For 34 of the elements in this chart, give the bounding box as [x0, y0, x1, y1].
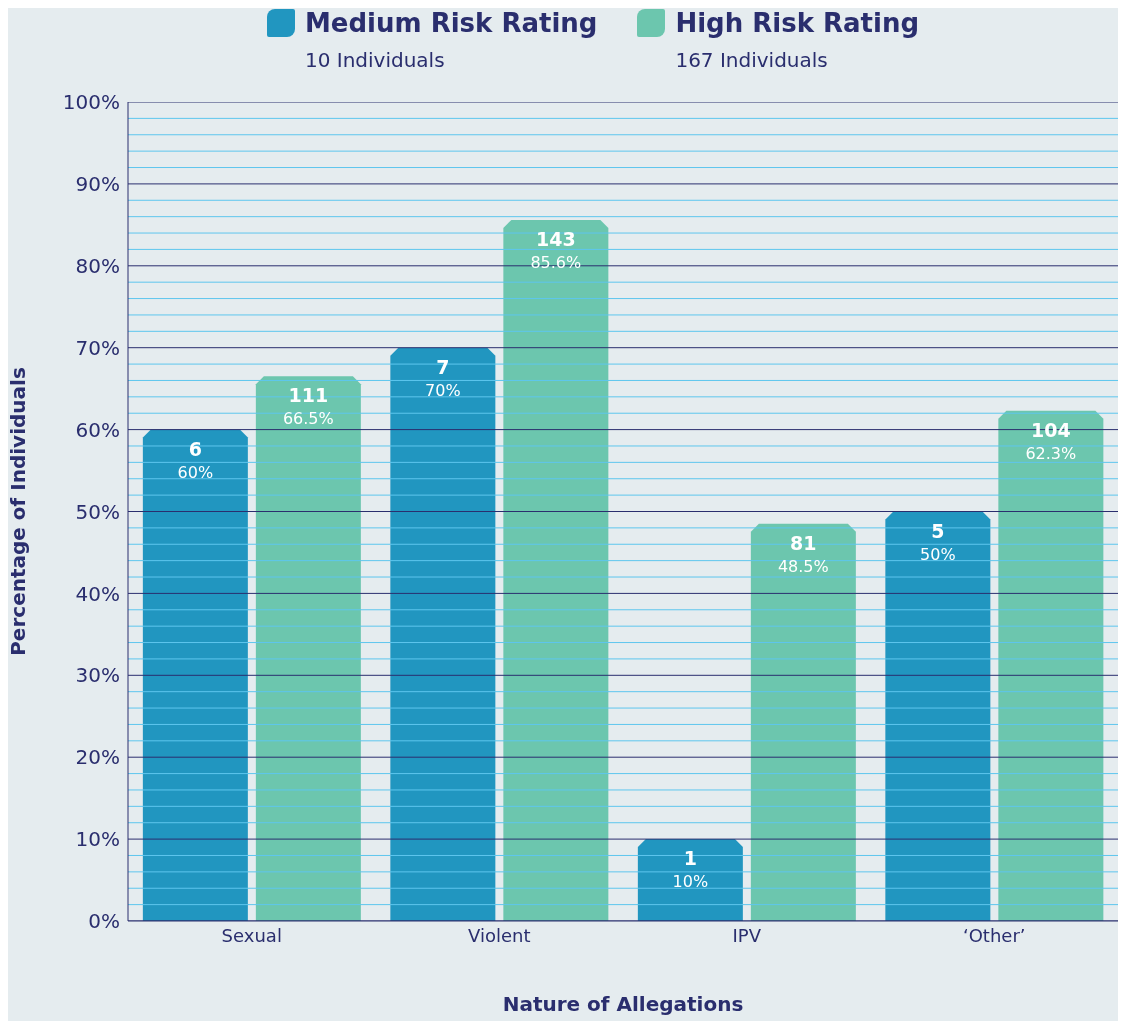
y-tick-label: 20% [75, 745, 120, 770]
legend-label: Medium Risk Rating [304, 8, 598, 38]
bar [885, 511, 991, 921]
y-tick-label: 80% [75, 253, 120, 278]
data-label: 6 60% [177, 437, 214, 482]
data-label: 5 50% [920, 519, 956, 564]
bar [390, 347, 496, 921]
y-tick-label: 60% [75, 417, 120, 442]
x-tick-label: Violent [468, 924, 531, 946]
x-tick-label: IPV [732, 924, 762, 946]
data-label: 111 66.5% [282, 384, 334, 429]
y-tick-label: 100% [62, 90, 120, 115]
y-tick-label: 50% [75, 499, 120, 524]
x-axis-title: Nature of Allegations [502, 992, 744, 1016]
bar [142, 429, 248, 921]
data-label: 7 70% [425, 355, 461, 400]
y-tick-label: 90% [75, 172, 120, 196]
y-tick-label: 70% [75, 335, 120, 360]
y-tick-label: 0% [88, 909, 120, 934]
bar [998, 410, 1104, 921]
bar [750, 523, 856, 921]
data-label: 1 10% [672, 847, 709, 892]
bar [503, 219, 609, 921]
text: 10 Individuals [304, 48, 446, 72]
y-tick-label: 40% [75, 581, 120, 606]
x-tick-label: ‘Other’ [962, 924, 1026, 946]
text: 167 Individuals [675, 48, 829, 72]
x-tick-label: Sexual [221, 924, 282, 946]
y-axis-title: Percentage of Individuals [6, 367, 31, 656]
y-tick-label: 30% [75, 663, 120, 688]
y-tick-label: 10% [75, 827, 120, 852]
data-label: 81 48.5% [777, 531, 829, 576]
legend-label: High Risk Rating [675, 8, 920, 38]
bar [255, 376, 361, 921]
